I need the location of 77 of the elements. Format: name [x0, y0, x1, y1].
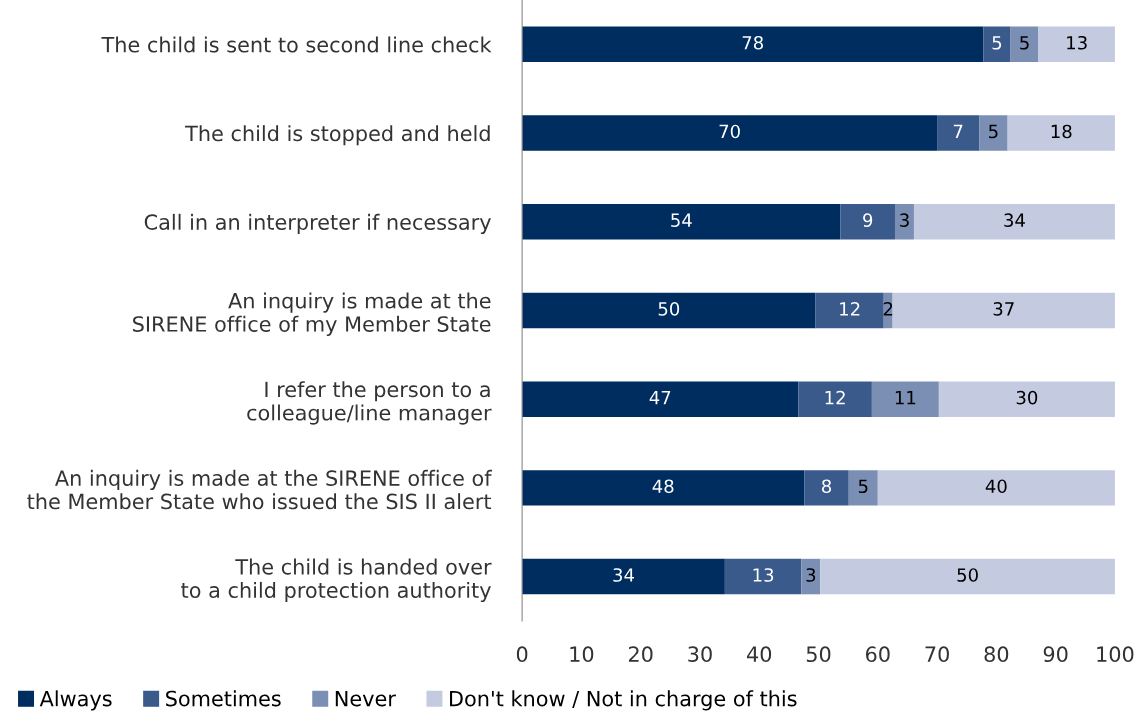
bar: [937, 115, 980, 151]
bar: [877, 470, 1115, 506]
data-label: 2: [883, 302, 893, 316]
bar: [1007, 115, 1115, 151]
bar: [522, 292, 816, 329]
x-tick-label: 100: [1097, 646, 1134, 663]
bar: [983, 26, 1011, 63]
bar: [798, 381, 872, 417]
data-label: 8: [822, 479, 832, 494]
legend-label: Never: [335, 690, 396, 707]
x-tick-label: 30: [688, 646, 712, 663]
data-label: 30: [1016, 390, 1038, 405]
bar: [979, 115, 1008, 151]
y-tick-label: The child is stopped and held: [185, 125, 490, 146]
data-label: 18: [1051, 124, 1072, 139]
bar: [522, 26, 984, 63]
bar: [894, 204, 914, 240]
bar: [848, 470, 878, 506]
y-tick-label: I refer the person to a colleague/line manager: [247, 381, 492, 425]
bar: [522, 115, 938, 151]
y-tick-label: An inquiry is made at the SIRENE office of the Member State who issued the SIS II alert: [27, 469, 492, 510]
data-label: 5: [1020, 36, 1029, 50]
data-label: 3: [900, 213, 909, 227]
y-tick-label: Call in an interpreter if necessary: [144, 213, 491, 234]
data-label: 3: [806, 568, 816, 582]
data-label: 34: [1004, 213, 1025, 227]
x-tick-label: 0: [516, 646, 528, 663]
bar: [913, 204, 1115, 240]
data-label: 50: [957, 568, 978, 582]
legend-label: Don't know / Not in charge of this: [450, 690, 797, 711]
data-label: 13: [1067, 35, 1087, 50]
x-tick-label: 20: [628, 646, 653, 663]
bar: [1038, 26, 1115, 63]
y-tick-label: The child is handed over to a child protection authority: [181, 558, 492, 603]
data-label: 40: [985, 479, 1007, 494]
data-label: 70: [719, 124, 740, 139]
data-label: 5: [858, 479, 868, 494]
data-label: 12: [825, 390, 845, 405]
legend-label: Sometimes: [166, 690, 281, 707]
legend-label: Always: [39, 690, 112, 711]
x-tick-label: 10: [570, 646, 594, 663]
x-tick-label: 70: [925, 646, 949, 663]
data-label: 50: [658, 302, 680, 316]
x-tick-label: 60: [866, 646, 890, 663]
bar: [522, 558, 725, 595]
data-label: 34: [613, 568, 634, 582]
y-tick-label: The child is sent to second line check: [101, 36, 492, 53]
bar: [522, 381, 799, 417]
data-label: 5: [992, 36, 1002, 50]
data-label: 54: [671, 213, 692, 227]
x-tick-label: 80: [984, 646, 1009, 663]
data-label: 9: [863, 213, 873, 227]
data-label: 37: [993, 302, 1014, 316]
x-tick-label: 40: [747, 646, 772, 663]
bar: [1010, 26, 1039, 63]
data-label: 13: [753, 568, 774, 582]
data-label: 11: [895, 390, 916, 405]
y-tick-label: An inquiry is made at the SIRENE office of my Member State: [133, 292, 491, 336]
bar: [724, 558, 802, 595]
bar: [801, 558, 821, 595]
data-label: 7: [953, 124, 963, 139]
data-label: 12: [840, 302, 860, 316]
bar: [840, 204, 895, 240]
x-tick-label: 50: [806, 646, 831, 663]
bar: [804, 470, 849, 506]
bar: [892, 292, 1115, 329]
data-label: 78: [742, 35, 763, 50]
x-tick-label: 90: [1043, 646, 1068, 663]
bar: [522, 204, 841, 240]
data-label: 47: [649, 390, 671, 405]
data-label: 48: [652, 479, 674, 494]
bar: [820, 558, 1115, 595]
bar: [522, 470, 805, 506]
data-label: 5: [989, 124, 998, 139]
bar: [871, 381, 939, 417]
bar: [938, 381, 1115, 417]
bar: [815, 292, 884, 329]
